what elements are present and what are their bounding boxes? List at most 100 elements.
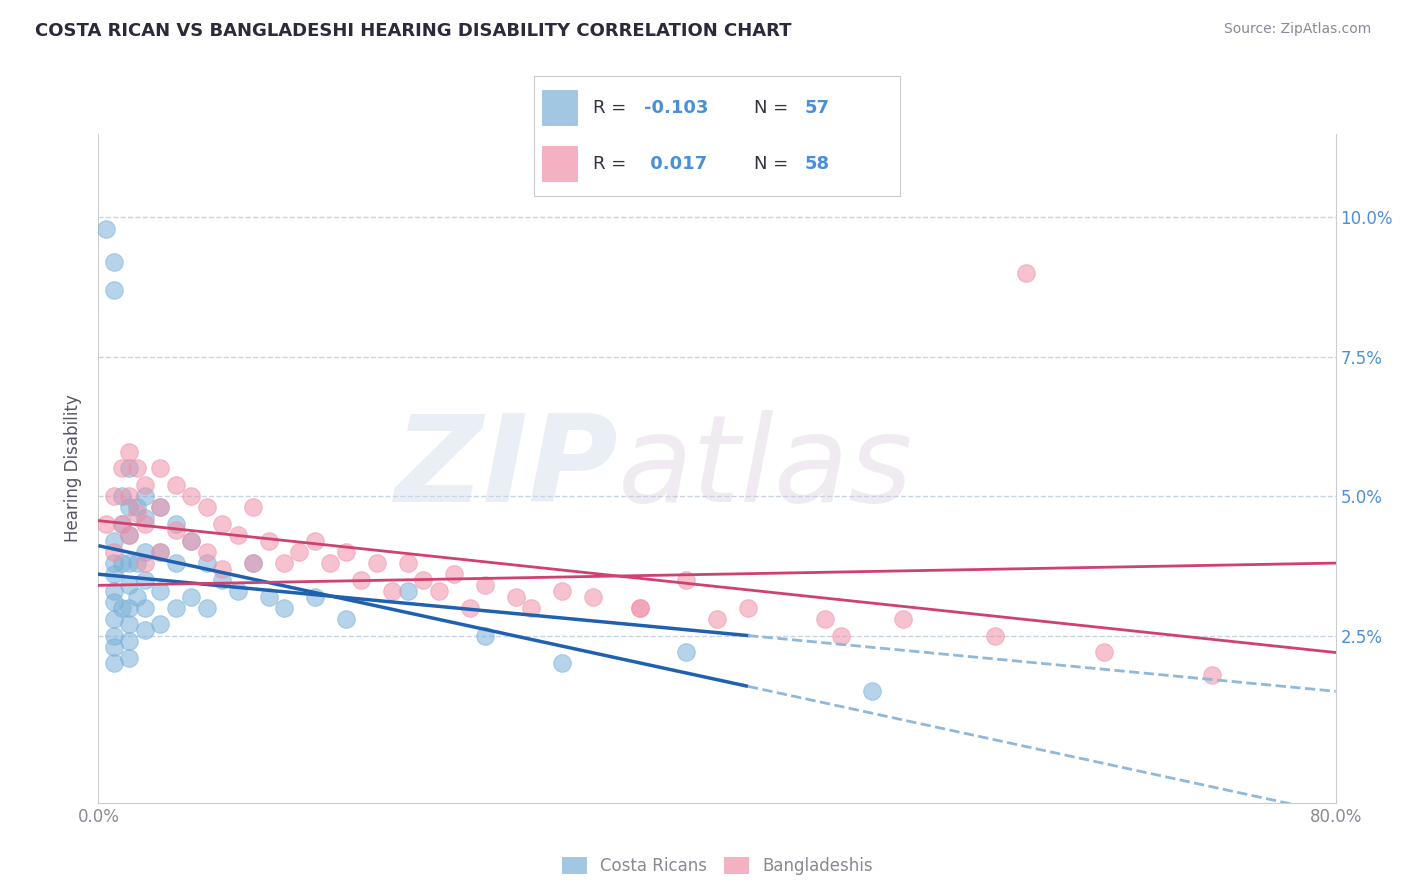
Point bbox=[830, 629, 852, 643]
Point bbox=[96, 517, 118, 532]
Point bbox=[381, 584, 404, 599]
Point bbox=[103, 657, 125, 671]
Point bbox=[551, 657, 574, 671]
Point bbox=[111, 556, 134, 570]
Point bbox=[165, 523, 187, 537]
Point bbox=[1201, 667, 1223, 681]
Point bbox=[165, 600, 187, 615]
Point bbox=[111, 489, 134, 503]
Point bbox=[211, 562, 233, 576]
Bar bbox=[541, 90, 578, 127]
Point bbox=[180, 489, 202, 503]
Point bbox=[103, 584, 125, 599]
Point bbox=[103, 556, 125, 570]
Point bbox=[226, 528, 249, 542]
Point bbox=[111, 517, 134, 532]
Point bbox=[165, 517, 187, 532]
Point bbox=[118, 617, 141, 632]
Point bbox=[582, 590, 605, 604]
Point bbox=[288, 545, 311, 559]
Point bbox=[134, 556, 156, 570]
Point bbox=[103, 283, 125, 297]
Point bbox=[226, 584, 249, 599]
Point bbox=[118, 556, 141, 570]
Point bbox=[118, 634, 141, 648]
Point bbox=[134, 517, 156, 532]
Point bbox=[134, 573, 156, 587]
Point bbox=[211, 573, 233, 587]
Point bbox=[127, 556, 149, 570]
Point bbox=[304, 590, 326, 604]
Text: R =: R = bbox=[593, 154, 631, 173]
Point bbox=[350, 573, 373, 587]
Point bbox=[103, 255, 125, 269]
Point bbox=[103, 567, 125, 582]
Point bbox=[366, 556, 388, 570]
Point bbox=[149, 500, 172, 515]
Text: Source: ZipAtlas.com: Source: ZipAtlas.com bbox=[1223, 22, 1371, 37]
Point bbox=[860, 684, 883, 698]
Point bbox=[103, 545, 125, 559]
Point bbox=[335, 612, 357, 626]
Point bbox=[520, 600, 543, 615]
Point bbox=[118, 528, 141, 542]
Point bbox=[103, 629, 125, 643]
Point bbox=[149, 617, 172, 632]
Legend: Costa Ricans, Bangladeshis: Costa Ricans, Bangladeshis bbox=[555, 850, 879, 881]
Point bbox=[706, 612, 728, 626]
Point bbox=[273, 556, 295, 570]
Point bbox=[257, 590, 280, 604]
Point bbox=[118, 578, 141, 592]
Point bbox=[111, 461, 134, 475]
Point bbox=[180, 533, 202, 548]
Point bbox=[242, 556, 264, 570]
Point bbox=[134, 511, 156, 525]
Point bbox=[118, 600, 141, 615]
Point bbox=[103, 640, 125, 654]
Point bbox=[195, 556, 218, 570]
Point bbox=[474, 629, 496, 643]
Point bbox=[335, 545, 357, 559]
Point bbox=[165, 556, 187, 570]
Point bbox=[118, 444, 141, 458]
Point bbox=[412, 573, 434, 587]
Point bbox=[118, 528, 141, 542]
Point bbox=[675, 573, 697, 587]
Text: atlas: atlas bbox=[619, 409, 914, 527]
Point bbox=[111, 517, 134, 532]
Point bbox=[103, 595, 125, 609]
Point bbox=[149, 545, 172, 559]
Point bbox=[211, 517, 233, 532]
Point bbox=[134, 478, 156, 492]
Point bbox=[195, 500, 218, 515]
Text: 57: 57 bbox=[804, 99, 830, 118]
Point bbox=[242, 500, 264, 515]
Point bbox=[319, 556, 342, 570]
Point bbox=[180, 590, 202, 604]
Point bbox=[505, 590, 527, 604]
Point bbox=[273, 600, 295, 615]
Y-axis label: Hearing Disability: Hearing Disability bbox=[65, 394, 83, 542]
Point bbox=[118, 651, 141, 665]
Point bbox=[242, 556, 264, 570]
Point bbox=[737, 600, 759, 615]
Point bbox=[134, 623, 156, 637]
Point bbox=[304, 533, 326, 548]
Point bbox=[180, 533, 202, 548]
Point bbox=[458, 600, 481, 615]
Point bbox=[474, 578, 496, 592]
Point bbox=[149, 545, 172, 559]
Point bbox=[103, 489, 125, 503]
Point bbox=[427, 584, 450, 599]
Point bbox=[675, 645, 697, 659]
Bar bbox=[541, 145, 578, 182]
Point bbox=[551, 584, 574, 599]
Text: 0.017: 0.017 bbox=[644, 154, 707, 173]
Point bbox=[149, 461, 172, 475]
Point bbox=[134, 489, 156, 503]
Point bbox=[127, 500, 149, 515]
Point bbox=[814, 612, 837, 626]
Point bbox=[127, 590, 149, 604]
Point bbox=[118, 461, 141, 475]
Point bbox=[103, 612, 125, 626]
